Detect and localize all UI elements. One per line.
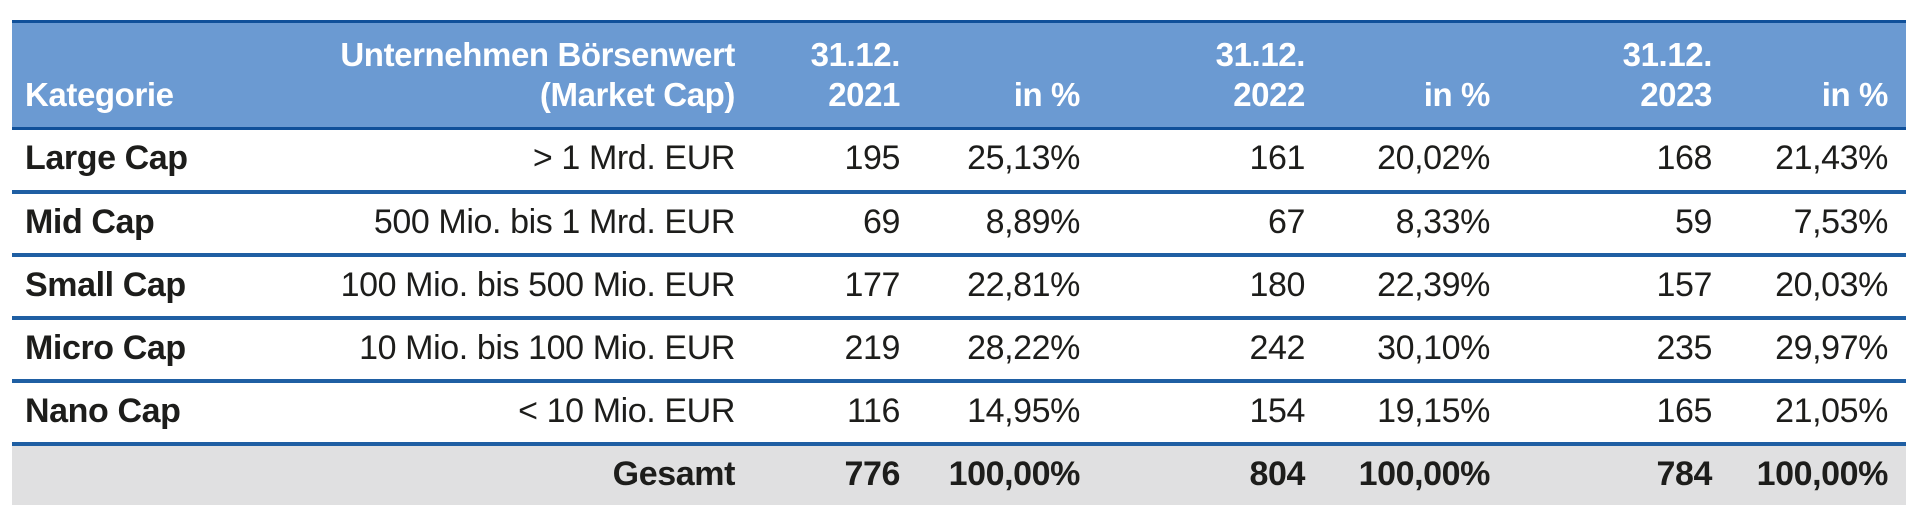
col-header-2022-count-line: 2022 xyxy=(1233,75,1305,113)
cell-2021-pct: 8,89% xyxy=(985,202,1081,241)
col-header-2023-count-line: 2023 xyxy=(1640,75,1712,113)
cell-2023-count: 235 xyxy=(1656,328,1712,367)
table-row: Mid Cap 500 Mio. bis 1 Mrd. EUR 69 8,89% 67 8… xyxy=(12,191,1906,255)
cell-2021-count: 177 xyxy=(844,265,900,304)
header-row: Kategorie Unternehmen Börsenwert (Market C… xyxy=(12,20,1906,130)
col-header-2023-count: 31.12. 2023 xyxy=(1502,20,1724,130)
col-header-market-cap-line: (Market Cap) xyxy=(539,75,735,113)
total-cell-2023-total-pct: 100,00% xyxy=(1756,454,1889,493)
col-header-2022-count: 31.12. 2022 xyxy=(1092,20,1317,130)
cell-2021-count: 116 xyxy=(846,391,900,430)
cell-kategorie: Micro Cap xyxy=(25,328,186,367)
cell-2021-pct: 22,81% xyxy=(967,265,1080,304)
total-cell-2021-total-pct: 100,00% xyxy=(948,454,1081,493)
table-row: Nano Cap < 10 Mio. EUR 116 14,95% 154 19,15% 1… xyxy=(12,380,1906,444)
cell-2021-pct: 25,13% xyxy=(967,139,1080,178)
col-header-2021-count-line: 31.12. xyxy=(810,35,901,73)
cell-2022-count: 67 xyxy=(1267,202,1305,241)
cell-2021-pct: 28,22% xyxy=(967,328,1080,367)
cell-2023-pct: 21,05% xyxy=(1775,391,1888,430)
col-header-2023-count-line: 31.12. xyxy=(1622,35,1713,73)
cell-2023-count: 157 xyxy=(1656,265,1712,304)
cell-2022-count: 242 xyxy=(1249,328,1305,367)
col-header-2022-pct-line: in % xyxy=(1423,75,1491,113)
totals-row: Gesamt 776 100,00% 804 100,00% 784 100,00% xyxy=(12,443,1906,505)
cell-2023-count: 165 xyxy=(1656,391,1712,430)
cell-2023-count: 168 xyxy=(1656,139,1712,178)
table-row: Large Cap > 1 Mrd. EUR 195 25,13% 161 20,02% 1… xyxy=(12,128,1906,192)
table-body: Large Cap > 1 Mrd. EUR 195 25,13% 161 20,02% 1… xyxy=(12,128,1906,444)
cell-2023-pct: 29,97% xyxy=(1775,328,1888,367)
cell-market-cap: 500 Mio. bis 1 Mrd. EUR xyxy=(373,202,736,241)
col-header-2023-pct: in % xyxy=(1724,20,1906,130)
total-cell-empty xyxy=(12,444,250,505)
table-row: Small Cap 100 Mio. bis 500 Mio. EUR 177 22,… xyxy=(12,254,1906,318)
col-header-kategorie-line: Kategorie xyxy=(25,75,174,113)
col-header-2022-pct: in % xyxy=(1317,20,1502,130)
cell-2023-pct: 20,03% xyxy=(1775,265,1888,304)
cell-2022-count: 161 xyxy=(1249,139,1305,178)
cell-2022-count: 180 xyxy=(1249,265,1305,304)
cell-market-cap: < 10 Mio. EUR xyxy=(518,391,735,430)
col-header-market-cap-line: Unternehmen Börsenwert xyxy=(340,35,735,73)
total-cell-2021-total: 776 xyxy=(844,454,900,493)
cell-2021-count: 219 xyxy=(844,328,900,367)
cell-market-cap: 100 Mio. bis 500 Mio. EUR xyxy=(340,265,736,304)
table-header: Kategorie Unternehmen Börsenwert (Market C… xyxy=(12,20,1906,130)
cell-2023-count: 59 xyxy=(1674,202,1712,241)
cell-kategorie: Small Cap xyxy=(25,265,186,304)
col-header-2021-count-line: 2021 xyxy=(828,75,900,113)
col-header-market-cap: Unternehmen Börsenwert (Market Cap) xyxy=(250,20,747,130)
total-cell-2022-total: 804 xyxy=(1249,454,1305,493)
cell-kategorie: Large Cap xyxy=(25,139,188,178)
cell-kategorie: Mid Cap xyxy=(25,202,155,241)
cell-2022-pct: 20,02% xyxy=(1377,139,1490,178)
cell-2022-pct: 22,39% xyxy=(1377,265,1490,304)
cell-2023-pct: 21,43% xyxy=(1775,139,1888,178)
col-header-2021-pct-line: in % xyxy=(1013,75,1081,113)
cell-2021-count: 69 xyxy=(862,202,900,241)
cell-2021-count: 195 xyxy=(844,139,900,178)
table-footer: Gesamt 776 100,00% 804 100,00% 784 100,00% xyxy=(12,443,1906,505)
cell-2022-pct: 19,15% xyxy=(1377,391,1490,430)
col-header-2021-pct: in % xyxy=(912,20,1092,130)
cell-2021-pct: 14,95% xyxy=(967,391,1080,430)
cell-market-cap: 10 Mio. bis 100 Mio. EUR xyxy=(359,328,735,367)
total-cell-gesamt-label: Gesamt xyxy=(612,454,736,493)
cell-2022-pct: 30,10% xyxy=(1377,328,1490,367)
market-cap-table: Kategorie Unternehmen Börsenwert (Market C… xyxy=(12,20,1906,505)
total-cell-2022-total-pct: 100,00% xyxy=(1358,454,1491,493)
cell-2022-pct: 8,33% xyxy=(1395,202,1491,241)
cell-2022-count: 154 xyxy=(1249,391,1305,430)
col-header-2023-pct-line: in % xyxy=(1821,75,1889,113)
cell-2023-pct: 7,53% xyxy=(1793,202,1889,241)
table-row: Micro Cap 10 Mio. bis 100 Mio. EUR 219 28,2… xyxy=(12,317,1906,381)
col-header-2022-count-line: 31.12. xyxy=(1215,35,1306,73)
cell-kategorie: Nano Cap xyxy=(25,391,181,430)
col-header-2021-count: 31.12. 2021 xyxy=(747,20,912,130)
cell-market-cap: > 1 Mrd. EUR xyxy=(532,139,735,178)
col-header-kategorie: Kategorie xyxy=(12,20,250,130)
total-cell-2023-total: 784 xyxy=(1656,454,1712,493)
